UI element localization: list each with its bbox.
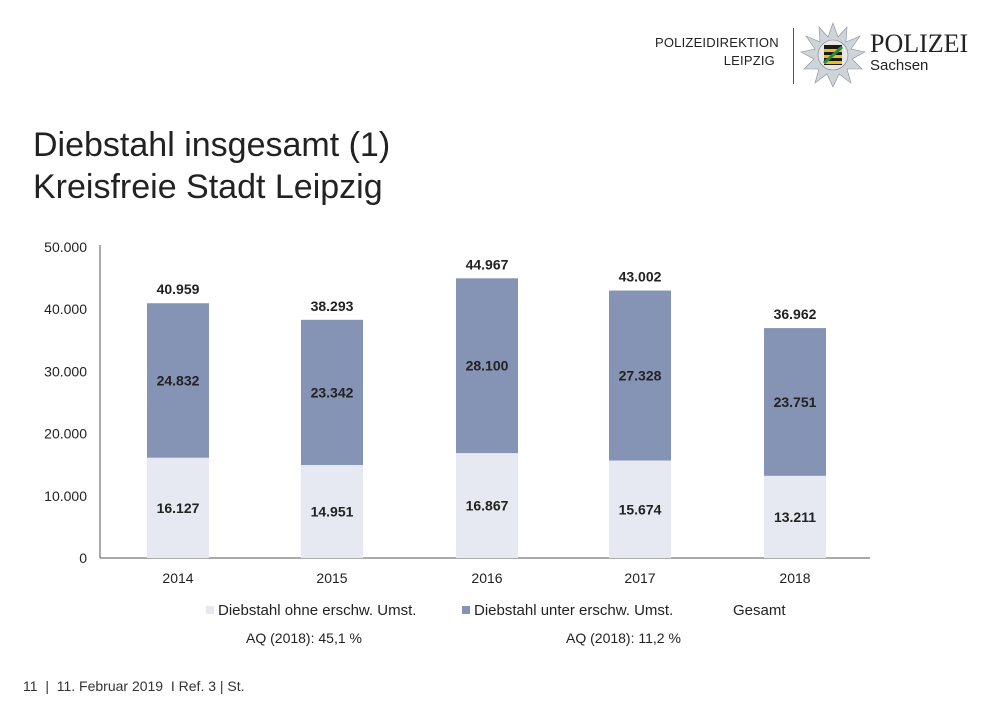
legend-swatch-ohne bbox=[206, 606, 214, 615]
y-tick-label: 10.000 bbox=[44, 488, 87, 504]
header-divider bbox=[793, 28, 794, 84]
y-tick-label: 40.000 bbox=[44, 301, 87, 317]
data-label-unter: 27.328 bbox=[619, 368, 662, 384]
org-name-line1: POLIZEIDIREKTION bbox=[655, 35, 779, 50]
legend-swatch-unter bbox=[462, 606, 470, 615]
legend-label-ohne: Diebstahl ohne erschw. Umst. bbox=[218, 602, 417, 619]
title-line1: Diebstahl insgesamt (1) bbox=[33, 126, 391, 164]
data-label-ohne: 16.127 bbox=[157, 500, 200, 516]
x-tick-label: 2018 bbox=[779, 570, 810, 586]
total-label: 44.967 bbox=[466, 256, 509, 272]
bar-segment-unter bbox=[456, 278, 518, 454]
legend-item-ohne: Diebstahl ohne erschw. Umst. bbox=[206, 602, 416, 620]
data-label-ohne: 16.867 bbox=[466, 498, 509, 514]
bar-segment-ohne bbox=[147, 457, 209, 558]
bar-segment-ohne bbox=[609, 460, 671, 558]
legend-item-gesamt: Gesamt bbox=[733, 602, 786, 620]
bar-segment-unter bbox=[764, 328, 826, 476]
aq-left: AQ (2018): 45,1 % bbox=[246, 630, 362, 646]
y-tick-label: 0 bbox=[79, 550, 87, 566]
x-tick-label: 2014 bbox=[162, 570, 193, 586]
stacked-bar-chart: 0 10.000 20.000 30.000 40.000 50.000 16.127 24.… bbox=[44, 239, 870, 586]
legend-item-unter: Diebstahl unter erschw. Umst. bbox=[462, 602, 673, 620]
total-label: 40.959 bbox=[157, 281, 200, 297]
legend-label-gesamt: Gesamt bbox=[733, 602, 786, 619]
data-label-ohne: 13.211 bbox=[774, 509, 816, 525]
bar-segment-unter bbox=[609, 290, 671, 461]
data-label-ohne: 15.674 bbox=[619, 501, 662, 517]
footer-text: 11 | 11. Februar 2019 I Ref. 3 | St. bbox=[23, 678, 245, 694]
x-tick-label: 2017 bbox=[624, 570, 655, 586]
x-tick-label: 2015 bbox=[316, 570, 347, 586]
org-name: POLIZEIDIREKTION LEIPZIG bbox=[655, 34, 779, 70]
bar-segment-ohne bbox=[456, 453, 518, 558]
x-tick-label: 2016 bbox=[471, 570, 502, 586]
brand-subtitle: Sachsen bbox=[870, 57, 929, 74]
data-label-unter: 23.751 bbox=[774, 394, 817, 410]
brand-name: POLIZEI bbox=[870, 29, 969, 58]
bar-segment-ohne bbox=[764, 475, 826, 558]
y-tick-label: 50.000 bbox=[44, 239, 87, 255]
data-label-unter: 24.832 bbox=[157, 372, 200, 388]
y-tick-label: 30.000 bbox=[44, 363, 87, 379]
legend-label-unter: Diebstahl unter erschw. Umst. bbox=[474, 602, 674, 619]
bar-segment-ohne bbox=[301, 465, 363, 558]
total-label: 43.002 bbox=[619, 269, 662, 285]
police-star-logo-icon bbox=[800, 22, 866, 88]
total-label: 38.293 bbox=[311, 298, 354, 314]
org-name-line2: LEIPZIG bbox=[723, 53, 775, 68]
data-label-unter: 28.100 bbox=[466, 358, 509, 374]
bar-segment-unter bbox=[301, 319, 363, 466]
data-label-ohne: 14.951 bbox=[311, 504, 354, 520]
total-label: 36.962 bbox=[774, 306, 817, 322]
bar-segment-unter bbox=[147, 303, 209, 458]
title-line2: Kreisfreie Stadt Leipzig bbox=[33, 168, 383, 206]
aq-right: AQ (2018): 11,2 % bbox=[566, 630, 681, 646]
page-title: Diebstahl insgesamt (1) Kreisfreie Stadt… bbox=[33, 124, 390, 208]
data-label-unter: 23.342 bbox=[311, 384, 354, 400]
y-tick-label: 20.000 bbox=[44, 426, 87, 442]
